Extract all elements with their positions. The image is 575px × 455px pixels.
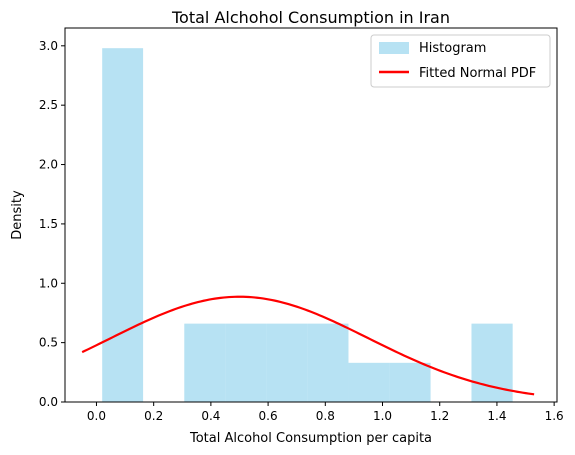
x-tick-label: 0.8	[316, 409, 335, 423]
x-tick-label: 1.0	[373, 409, 392, 423]
x-tick-label: 0.2	[144, 409, 163, 423]
x-axis-ticks: 0.0 0.2 0.4 0.6 0.8 1.0 1.2 1.4 1.6	[87, 402, 564, 423]
y-tick-label: 2.5	[39, 98, 58, 112]
x-tick-label: 1.2	[430, 409, 449, 423]
y-tick-label: 1.5	[39, 217, 58, 231]
x-axis-label: Total Alcohol Consumption per capita	[189, 431, 432, 446]
histogram-bars	[102, 48, 513, 402]
chart-title: Total Alchohol Consumption in Iran	[171, 8, 450, 27]
legend-box	[370, 34, 551, 88]
x-tick-label: 1.6	[545, 409, 564, 423]
histogram-bar	[184, 323, 226, 402]
y-tick-label: 0.5	[39, 336, 58, 350]
histogram-bar	[266, 323, 308, 402]
y-tick-label: 2.0	[39, 158, 58, 172]
legend-histogram-swatch	[379, 42, 409, 54]
y-tick-label: 3.0	[39, 39, 58, 53]
y-axis-label: Density	[10, 190, 25, 240]
x-tick-label: 0.0	[87, 409, 106, 423]
histogram-bar	[389, 362, 431, 402]
histogram-bar	[348, 362, 390, 402]
legend-pdf-label: Fitted Normal PDF	[419, 66, 536, 81]
x-tick-label: 1.4	[487, 409, 506, 423]
x-tick-label: 0.6	[259, 409, 278, 423]
histogram-bar	[225, 323, 267, 402]
legend: Histogram Fitted Normal PDF	[370, 34, 551, 88]
legend-histogram-label: Histogram	[419, 41, 486, 56]
x-tick-label: 0.4	[201, 409, 220, 423]
y-axis-ticks: 0.0 0.5 1.0 1.5 2.0 2.5 3.0	[39, 39, 65, 409]
y-tick-label: 1.0	[39, 276, 58, 290]
histogram-bar	[307, 323, 349, 402]
pdf-curve-layer	[81, 295, 535, 396]
axes-frame	[64, 27, 558, 403]
pdf-curve-line	[81, 295, 535, 396]
histogram-bar	[102, 48, 144, 402]
y-tick-label: 0.0	[39, 395, 58, 409]
